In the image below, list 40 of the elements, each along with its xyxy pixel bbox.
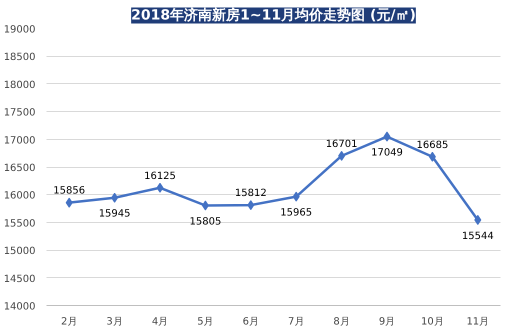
x-tick-label: 6月 [242,316,259,328]
x-tick-label: 9月 [378,316,396,328]
data-label: 15945 [98,208,131,220]
data-label: 16701 [326,138,358,150]
point [474,214,482,225]
x-tick-label: 7月 [288,316,304,328]
point [66,198,73,208]
point [292,192,300,202]
y-tick-label: 14500 [4,274,36,285]
y-tick-label: 17000 [4,135,36,146]
y-tick-label: 18500 [4,52,36,64]
point [111,192,118,203]
data-label: 15544 [462,230,494,242]
x-tick-label: 8月 [333,316,350,328]
point [247,200,254,210]
y-tick-label: 14000 [4,302,36,312]
data-label: 15965 [280,208,312,219]
point [428,152,436,162]
y-tick-label: 16500 [4,163,36,174]
data-label: 15856 [53,186,86,197]
x-tick-label: 3月 [106,316,123,328]
x-tick-label: 4月 [152,316,168,328]
y-tick-label: 19000 [4,24,36,36]
x-tick-label: 2月 [61,316,78,328]
point [202,200,209,211]
data-label: 16685 [416,140,448,151]
data-label: 16125 [144,170,176,182]
x-tick-label: 10月 [421,316,444,328]
data-label: 15812 [234,188,267,200]
point [338,150,346,161]
x-tick-label: 11月 [466,316,490,328]
y-tick-label: 15500 [4,218,36,230]
y-tick-label: 17500 [4,108,36,119]
y-tick-label: 16000 [4,190,36,202]
x-tick-label: 5月 [197,316,214,328]
y-tick-label: 15000 [4,246,36,258]
data-label: 15805 [189,216,222,228]
y-tick-label: 18000 [4,80,36,91]
data-label: 17049 [371,148,403,159]
chart-title: 2018年济南新房1~11月均价走势图 (元/㎡) [131,6,416,24]
